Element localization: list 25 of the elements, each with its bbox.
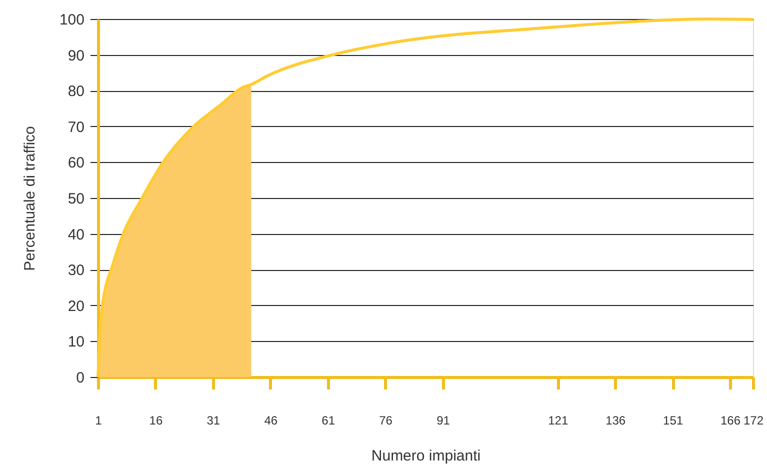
x-tick-label: 1 — [95, 414, 102, 428]
y-tick-label: 0 — [76, 370, 84, 386]
x-tick-label: 76 — [379, 414, 393, 428]
x-tick-label: 61 — [322, 414, 336, 428]
x-tick-label: 16 — [149, 414, 163, 428]
x-tick-label: 151 — [663, 414, 684, 428]
x-tick-label: 172 — [743, 414, 764, 428]
y-tick-label: 60 — [68, 154, 84, 172]
y-axis-title: Percentuale di traffico — [21, 126, 38, 271]
x-tick-label: 91 — [436, 414, 450, 428]
x-tick-label: 166 — [720, 414, 741, 428]
y-tick-label: 100 — [59, 12, 84, 28]
y-tick-label: 40 — [68, 226, 84, 244]
y-tick-label: 30 — [68, 262, 84, 280]
y-tick-label: 10 — [68, 334, 84, 351]
y-tick-label: 80 — [68, 83, 84, 100]
x-axis-title: Numero impianti — [371, 448, 481, 464]
x-tick-label: 136 — [606, 414, 626, 428]
x-tick-label: 121 — [548, 414, 568, 428]
y-tick-label: 70 — [68, 118, 84, 136]
y-tick-label: 20 — [68, 298, 84, 315]
x-tick-label: 46 — [264, 414, 278, 428]
y-tick-label: 50 — [68, 190, 84, 208]
y-tick-label: 90 — [68, 47, 84, 64]
x-tick-label: 31 — [206, 414, 220, 428]
